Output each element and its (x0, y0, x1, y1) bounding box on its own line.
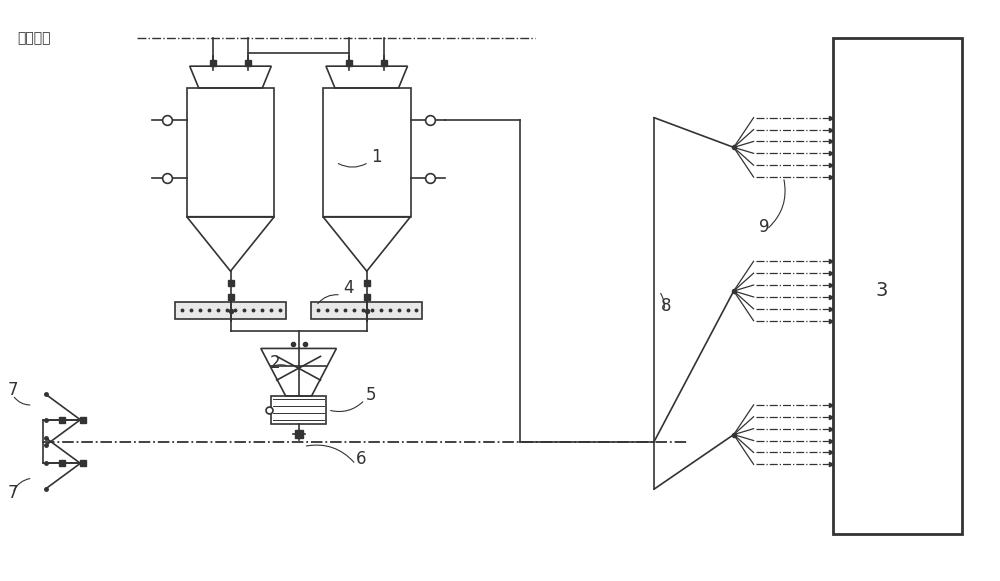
Text: 7: 7 (8, 381, 18, 399)
Text: 3: 3 (876, 281, 888, 300)
Text: 2: 2 (269, 354, 280, 372)
Text: 9: 9 (759, 217, 769, 235)
Bar (833, 38, 962, 534)
Text: 5: 5 (366, 386, 376, 404)
Bar (187, 88, 274, 217)
Text: 8: 8 (661, 297, 672, 315)
Bar (175, 302, 286, 319)
Text: 6: 6 (356, 450, 366, 468)
Text: 1: 1 (371, 148, 381, 166)
Bar (271, 396, 326, 424)
Text: 7: 7 (8, 484, 18, 502)
Bar (311, 302, 422, 319)
Text: 4: 4 (343, 279, 353, 297)
Text: 压缩空气: 压缩空气 (18, 31, 51, 45)
Bar (323, 88, 411, 217)
